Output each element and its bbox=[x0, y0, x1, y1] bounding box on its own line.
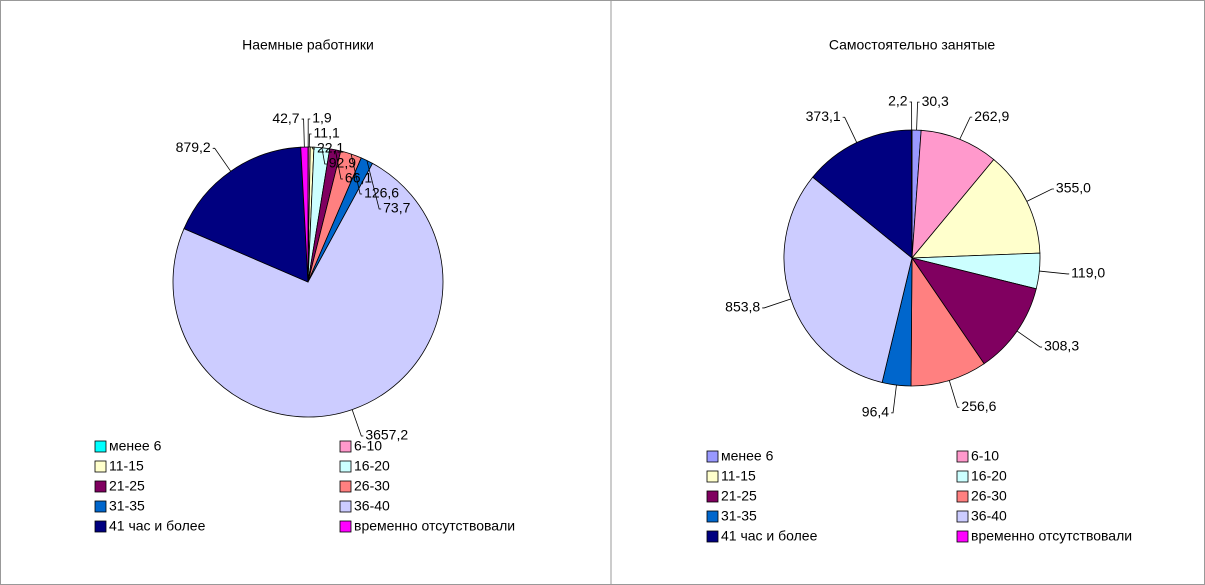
data-label: 373,1 bbox=[806, 108, 841, 124]
legend-label: 16-20 bbox=[354, 458, 390, 474]
data-label: 879,2 bbox=[176, 139, 211, 155]
pie-slice bbox=[910, 256, 985, 387]
legend-swatch bbox=[94, 480, 107, 493]
legend-swatch bbox=[339, 500, 352, 513]
legend-label: временно отсутствовали bbox=[354, 518, 515, 534]
leader-line bbox=[311, 146, 315, 150]
leader-line bbox=[351, 409, 364, 437]
legend-label: 21-25 bbox=[109, 478, 145, 494]
legend-label: 31-35 bbox=[109, 498, 145, 514]
legend-label: 41 час и более bbox=[109, 518, 206, 534]
chart-title: Наемные работники bbox=[242, 37, 374, 53]
data-label: 73,7 bbox=[383, 200, 410, 216]
legend-label: 11-15 bbox=[721, 468, 756, 484]
legend-swatch bbox=[956, 530, 969, 543]
pie-slice bbox=[911, 129, 995, 260]
data-label: 96,4 bbox=[862, 404, 889, 420]
legend-swatch bbox=[94, 520, 107, 533]
leader-line bbox=[891, 385, 897, 414]
data-label: 3657,2 bbox=[365, 427, 408, 443]
legend-label: менее 6 bbox=[721, 448, 774, 464]
legend-label: 31-35 bbox=[721, 508, 757, 524]
data-label: 66,1 bbox=[345, 170, 372, 186]
legend-label: 36-40 bbox=[354, 498, 390, 514]
legend-swatch bbox=[706, 450, 719, 463]
data-label: 30,3 bbox=[922, 93, 949, 109]
legend-label: 6-10 bbox=[354, 438, 382, 454]
legend-label: 26-30 bbox=[971, 488, 1007, 504]
data-label: 853,8 bbox=[725, 299, 760, 315]
legend-swatch bbox=[339, 480, 352, 493]
legend-swatch bbox=[956, 510, 969, 523]
legend-label: 21-25 bbox=[721, 488, 757, 504]
data-label: 92,9 bbox=[329, 155, 356, 171]
data-label: 22,1 bbox=[317, 140, 344, 156]
legend-label: 16-20 bbox=[971, 468, 1007, 484]
leader-line bbox=[1026, 188, 1054, 202]
leader-line bbox=[762, 298, 791, 309]
leader-line bbox=[321, 147, 327, 165]
data-label: 308,3 bbox=[1044, 338, 1079, 354]
data-label: 42,7 bbox=[272, 110, 299, 126]
legend-swatch bbox=[339, 460, 352, 473]
leader-line bbox=[959, 116, 973, 140]
pie-slice bbox=[910, 129, 913, 259]
data-label: 11,1 bbox=[314, 125, 340, 141]
leader-line bbox=[1039, 270, 1070, 275]
legend-label: 41 час и более bbox=[721, 528, 818, 544]
legend-label: 6-10 bbox=[971, 448, 999, 464]
legend-label: 36-40 bbox=[971, 508, 1007, 524]
leader-line bbox=[366, 160, 382, 210]
legend-label: менее 6 bbox=[109, 438, 162, 454]
legend-swatch bbox=[956, 470, 969, 483]
data-label: 119,0 bbox=[1071, 265, 1105, 281]
pie-slice bbox=[172, 162, 444, 418]
legend-swatch bbox=[706, 510, 719, 523]
data-label: 256,6 bbox=[961, 398, 996, 414]
legend-swatch bbox=[94, 500, 107, 513]
legend-swatch bbox=[339, 440, 352, 453]
leader-line bbox=[301, 118, 305, 148]
legend-swatch bbox=[706, 530, 719, 543]
leader-line bbox=[308, 133, 312, 148]
legend-swatch bbox=[706, 490, 719, 503]
data-label: 262,9 bbox=[974, 108, 1009, 124]
legend-label: 26-30 bbox=[354, 478, 390, 494]
leader-line bbox=[909, 101, 913, 131]
legend-swatch bbox=[94, 460, 107, 473]
legend-swatch bbox=[706, 470, 719, 483]
leader-line bbox=[334, 149, 343, 180]
leader-line bbox=[948, 380, 960, 408]
legend-swatch bbox=[956, 450, 969, 463]
legend-swatch bbox=[956, 490, 969, 503]
chart-title: Самостоятельно занятые bbox=[829, 37, 996, 53]
legend-swatch bbox=[339, 520, 352, 533]
leader-line bbox=[916, 101, 920, 131]
data-label: 355,0 bbox=[1056, 180, 1091, 196]
leader-line bbox=[842, 116, 858, 143]
pie-slice bbox=[812, 129, 913, 259]
leader-line bbox=[350, 153, 363, 195]
leader-line bbox=[307, 118, 311, 148]
legend-label: временно отсутствовали bbox=[971, 528, 1132, 544]
legend-label: 11-15 bbox=[109, 458, 144, 474]
leader-line bbox=[1016, 330, 1043, 348]
data-label: 1,9 bbox=[312, 110, 332, 126]
leader-line bbox=[212, 147, 232, 172]
data-label: 2,2 bbox=[888, 93, 908, 109]
data-label: 126,6 bbox=[364, 185, 399, 201]
legend-swatch bbox=[94, 440, 107, 453]
